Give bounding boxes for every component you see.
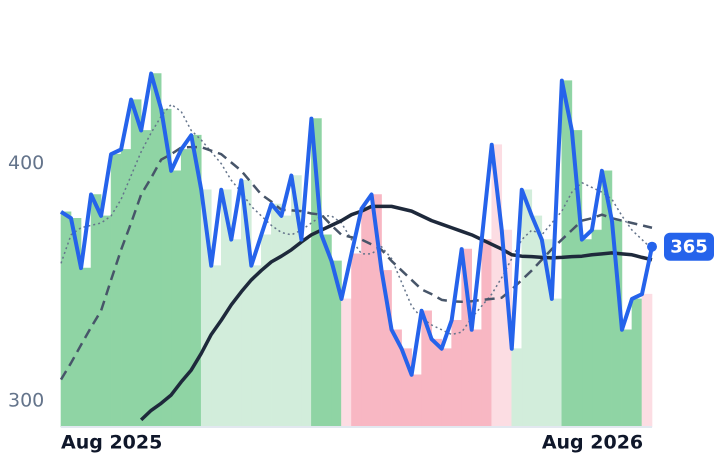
area-segment [471, 329, 483, 428]
last-value-dot [647, 241, 657, 252]
area-segment [321, 234, 332, 428]
area-segment [631, 298, 643, 428]
last-value-badge [664, 232, 714, 261]
last-value-label: 365 [670, 237, 708, 258]
area-segment [120, 149, 132, 428]
x-tick-label: Aug 2025 [61, 432, 162, 454]
area-segment [621, 329, 633, 428]
area-segment [441, 348, 452, 428]
area-segment [511, 348, 523, 428]
area-segment [210, 265, 222, 428]
area-segment [130, 99, 142, 428]
area-segment [150, 73, 162, 428]
series-line [139, 204, 653, 422]
area-segment [251, 265, 262, 428]
area-segment [351, 253, 362, 428]
area-segment [411, 374, 422, 428]
series-line [59, 71, 654, 377]
area-segment [581, 239, 593, 428]
area-segment [271, 203, 282, 428]
area-segment [110, 153, 122, 428]
area-segment [100, 215, 112, 428]
area-segment [451, 319, 462, 428]
x-tick-label: Aug 2026 [542, 432, 643, 454]
area-segment [531, 215, 543, 428]
area-segment [180, 149, 192, 428]
area-segment [281, 215, 292, 428]
area-segment [551, 298, 563, 428]
area-segment [521, 189, 533, 428]
area-segment [80, 267, 92, 428]
area-segment [90, 194, 102, 428]
y-tick-label: 400 [8, 152, 44, 174]
area-segment [341, 298, 352, 428]
area-segment [641, 293, 653, 428]
area-segment [301, 239, 312, 428]
area-segment [481, 239, 493, 428]
area-segment [60, 211, 72, 428]
y-tick-label: 300 [8, 389, 44, 411]
area-segment [431, 338, 442, 428]
area-segment [591, 229, 603, 428]
area-segment [140, 130, 152, 428]
area-segment [230, 239, 242, 428]
